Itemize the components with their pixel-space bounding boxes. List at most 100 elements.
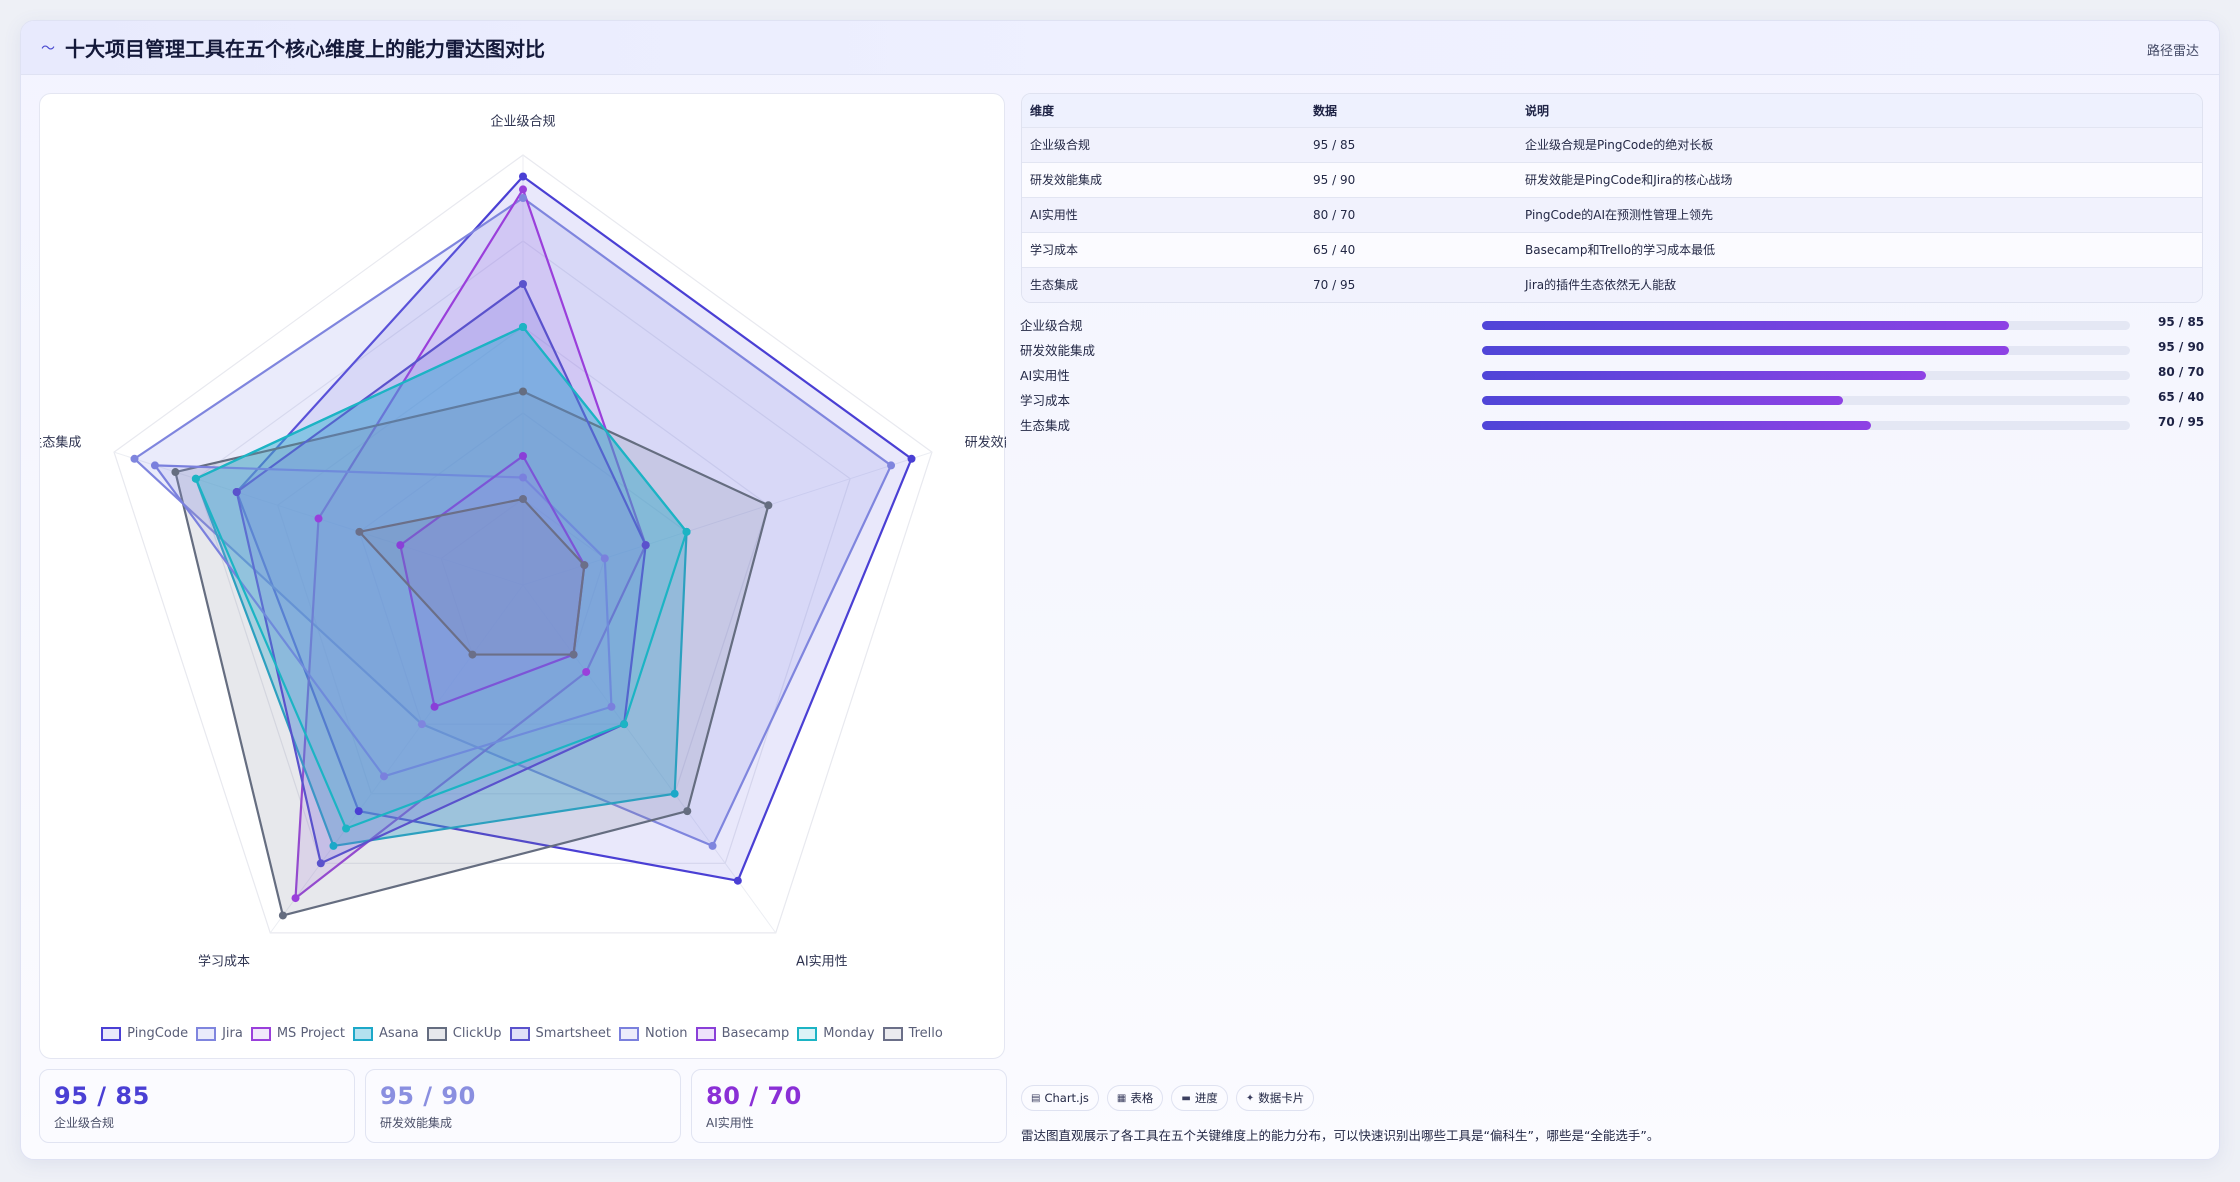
data-point (396, 541, 405, 550)
legend-item[interactable]: Smartsheet (509, 1026, 611, 1041)
legend-item[interactable]: ClickUp (426, 1026, 502, 1041)
legend-item[interactable]: Trello (882, 1026, 943, 1041)
table-cell: 企业级合规 (1022, 126, 1305, 162)
legend-item[interactable]: Monday (797, 1026, 875, 1041)
chip-table[interactable]: ▦ 表格 (1106, 1085, 1164, 1111)
legend-item[interactable]: MS Project (250, 1026, 345, 1041)
progress-row: 研发效能集成 95 / 90 (1020, 336, 2210, 361)
series-area (235, 282, 647, 865)
table-cell: 70 / 95 (1305, 266, 1517, 302)
table-cell: 研发效能是PingCode和Jira的核心战场 (1517, 161, 2202, 197)
data-point (519, 495, 527, 503)
progress-label: 研发效能集成 (1020, 343, 1096, 358)
table-cell: 80 / 70 (1305, 196, 1517, 232)
progress-fill (1482, 321, 2010, 330)
grid-ring (276, 326, 770, 795)
legend-label: Basecamp (721, 1026, 790, 1041)
progress-track (1482, 371, 2130, 380)
progress-fill (1482, 421, 1871, 430)
chip-progress[interactable]: ▬ 进度 (1171, 1085, 1228, 1111)
legend-swatch (352, 1026, 373, 1041)
data-point (519, 194, 527, 202)
data-point (708, 841, 717, 850)
axis-label: 生态集成 (40, 434, 81, 450)
table-header-cell: 维度 (1030, 103, 1055, 118)
data-point (607, 702, 616, 711)
progress-label: AI实用性 (1020, 368, 1070, 383)
data-point (468, 650, 477, 659)
data-point (580, 561, 589, 570)
legend-label: Notion (644, 1026, 688, 1041)
data-point (519, 185, 527, 194)
data-point (887, 461, 896, 470)
progress-fill (1482, 346, 2010, 355)
stat-value: 95 / 90 (380, 1082, 476, 1110)
data-point (150, 461, 159, 470)
data-point (354, 807, 363, 816)
legend-item[interactable]: Basecamp (695, 1026, 790, 1041)
stat-label: AI实用性 (706, 1116, 754, 1130)
data-point (171, 468, 180, 477)
chip-label: 数据卡片 (1258, 1091, 1305, 1105)
legend-item[interactable]: PingCode (101, 1026, 188, 1041)
data-point (519, 172, 527, 181)
data-point (519, 452, 527, 460)
stat-label: 企业级合规 (54, 1116, 115, 1130)
data-point (291, 894, 300, 903)
table-row: AI实用性 80 / 70 PingCode的AI在预测性管理上领先 (1022, 196, 2202, 232)
data-point (232, 487, 241, 496)
chip-label: 表格 (1130, 1091, 1154, 1105)
data-point (907, 454, 916, 463)
data-point (670, 789, 679, 798)
stat-value: 80 / 70 (706, 1082, 802, 1110)
legend-label: MS Project (276, 1026, 345, 1041)
chip-chartjs[interactable]: ▤ Chart.js (1021, 1085, 1099, 1111)
data-point (316, 859, 325, 868)
data-point (764, 501, 773, 510)
grid-spoke (522, 451, 933, 586)
data-table-card: 维度 数据 说明 企业级合规 95 / 85 企业级合规是PingCode的绝对… (1021, 93, 2203, 303)
stat-label: 研发效能集成 (380, 1116, 453, 1130)
legend-swatch (509, 1026, 530, 1041)
tag-chips: ▤ Chart.js ▦ 表格 ▬ 进度 ✦ 数据卡片 (1021, 1085, 1315, 1111)
legend-item[interactable]: Jira (196, 1026, 243, 1041)
progress-track (1482, 396, 2130, 405)
data-table: 维度 数据 说明 企业级合规 95 / 85 企业级合规是PingCode的绝对… (1022, 94, 2202, 302)
progress-value: 70 / 95 (2158, 415, 2205, 429)
data-point (355, 527, 364, 536)
progress-value: 80 / 70 (2158, 365, 2205, 379)
chart-line-icon: 〜 (41, 40, 55, 57)
legend-item[interactable]: Notion (618, 1026, 688, 1041)
table-cell: 企业级合规是PingCode的绝对长板 (1517, 126, 2202, 162)
data-point (519, 473, 527, 482)
axis-label: AI实用性 (796, 955, 848, 970)
data-point (620, 720, 629, 729)
series-area (399, 454, 586, 708)
progress-value: 95 / 90 (2158, 340, 2205, 354)
legend-item[interactable]: Asana (352, 1026, 419, 1041)
table-header-cell: 说明 (1525, 103, 1550, 118)
data-point (733, 876, 742, 885)
chip-label: 进度 (1194, 1091, 1218, 1105)
legend-swatch (797, 1026, 818, 1041)
data-point (683, 807, 692, 816)
chip-label: Chart.js (1044, 1091, 1089, 1105)
axis-label: 研发效能集成 (965, 434, 1006, 450)
progress-row: 生态集成 70 / 95 (1020, 411, 2210, 436)
table-row: 学习成本 65 / 40 Basecamp和Trello的学习成本最低 (1022, 231, 2202, 267)
grid-spoke (522, 584, 777, 934)
axis-label: 学习成本 (198, 954, 250, 970)
grid-ring (113, 154, 933, 934)
table-icon: ▦ (1116, 1092, 1127, 1104)
chart-type-label: 路径雷达 (2146, 44, 2199, 59)
table-cell: AI实用性 (1022, 196, 1305, 232)
chip-data-card[interactable]: ✦ 数据卡片 (1235, 1085, 1315, 1111)
legend-swatch (882, 1026, 903, 1041)
data-point (641, 541, 650, 550)
progress-label: 企业级合规 (1020, 318, 1083, 333)
stat-value: 95 / 85 (54, 1082, 150, 1110)
legend-label: PingCode (127, 1026, 189, 1041)
legend-label: Asana (378, 1026, 419, 1041)
progress-row: 学习成本 65 / 40 (1020, 386, 2210, 411)
grid-ring (358, 412, 688, 725)
